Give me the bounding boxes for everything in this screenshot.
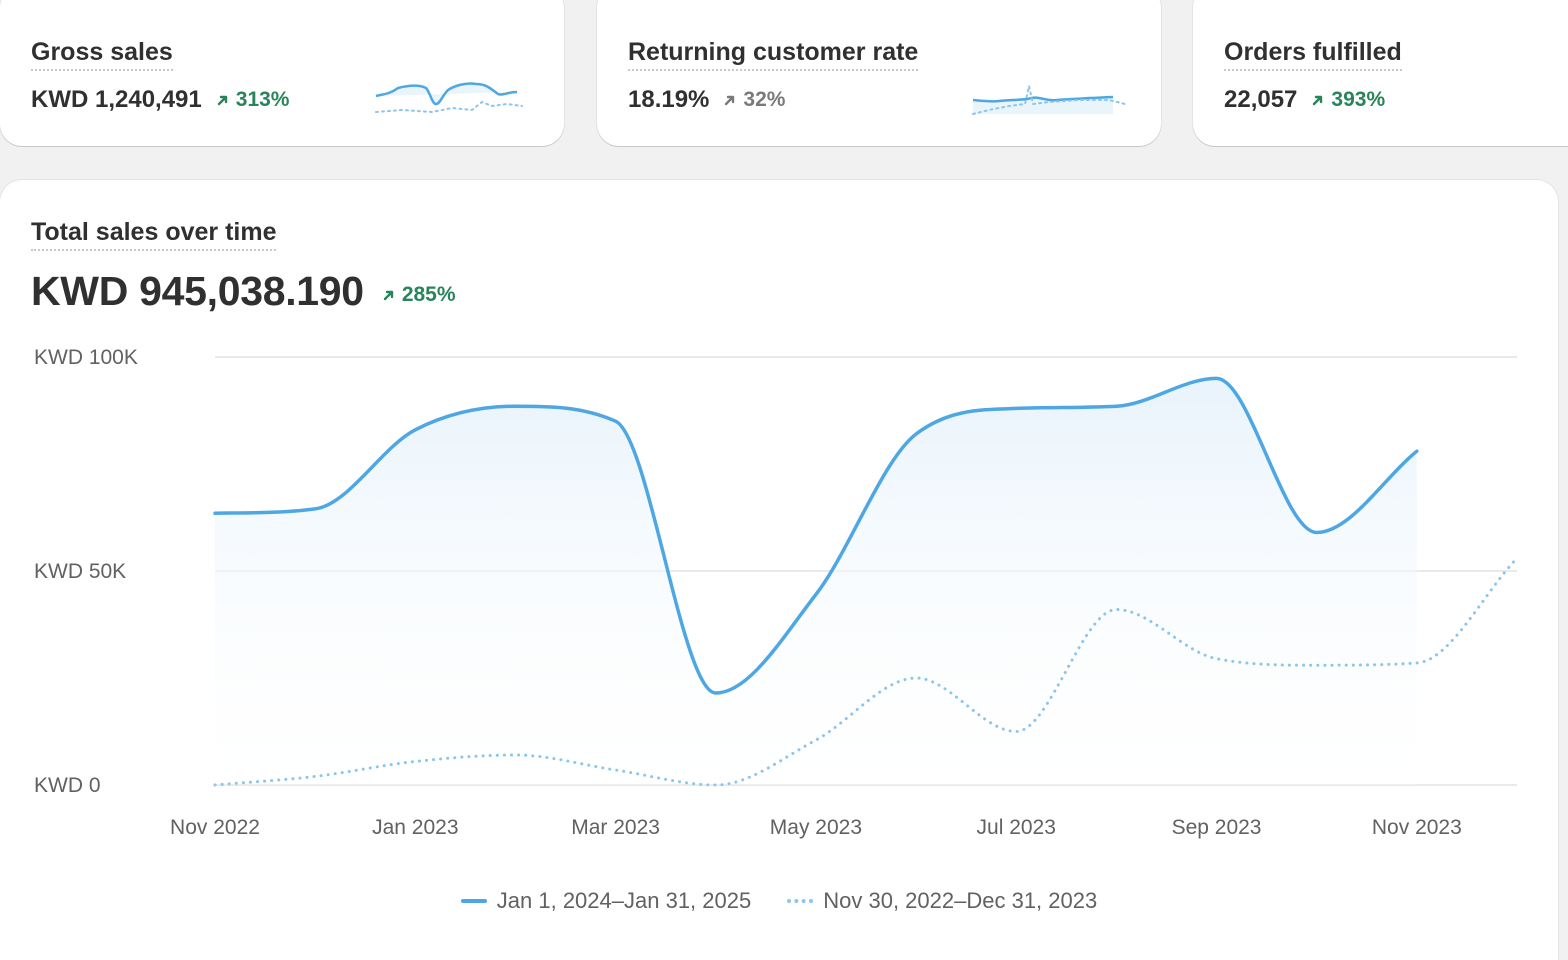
main-value-row: KWD 945,038.190 285% (31, 268, 456, 315)
chart-title[interactable]: Total sales over time (31, 218, 277, 251)
kpi-sparkline (375, 82, 523, 114)
y-axis: KWD 0 KWD 50K KWD 100K (34, 346, 138, 797)
x-tick-label: May 2023 (770, 816, 862, 839)
chart-legend: Jan 1, 2024–Jan 31, 2025 Nov 30, 2022–De… (0, 888, 1558, 914)
kpi-delta-value: 313% (235, 88, 290, 111)
series-area-current (215, 378, 1417, 785)
arrow-up-right-icon (217, 95, 227, 106)
kpi-delta-value: 393% (1331, 88, 1386, 111)
series-line-current (213, 376, 1419, 695)
kpi-card-returning-customer-rate[interactable]: Returning customer rate 18.19% 32% (597, 0, 1161, 146)
x-tick-label: Jan 2023 (372, 816, 458, 839)
legend-swatch-solid (460, 899, 487, 903)
x-axis: Nov 2022 Jan 2023 Mar 2023 May 2023 Jul 2023… (170, 816, 1462, 839)
y-tick-label: KWD 50K (34, 560, 126, 583)
legend-label: Nov 30, 2022–Dec 31, 2023 (823, 888, 1098, 913)
x-tick-label: Mar 2023 (571, 816, 660, 839)
y-tick-label: KWD 0 (34, 774, 101, 797)
kpi-delta: 393% (1311, 88, 1385, 112)
kpi-sparkline (972, 85, 1126, 115)
kpi-title[interactable]: Returning customer rate (628, 38, 919, 71)
arrow-up-right-icon (1313, 95, 1323, 106)
arrow-up-right-icon (383, 290, 394, 300)
kpi-card-gross-sales[interactable]: Gross sales KWD 1,240,491 313% (0, 0, 564, 146)
kpi-value: 22,057 (1224, 86, 1298, 113)
legend-label: Jan 1, 2024–Jan 31, 2025 (496, 888, 752, 913)
kpi-delta: 313% (216, 88, 290, 112)
kpi-delta: 32% (723, 88, 785, 112)
total-sales-card: Total sales over time KWD 945,038.190 28… (0, 180, 1558, 960)
kpi-value: KWD 1,240,491 (31, 86, 202, 113)
total-sales-value: KWD 945,038.190 (31, 268, 364, 314)
kpi-value-row: 18.19% 32% (628, 86, 785, 114)
kpi-value: 18.19% (628, 86, 710, 113)
kpi-value-row: KWD 1,240,491 313% (31, 86, 289, 114)
chart-series (213, 376, 1519, 787)
legend-swatch-dotted (787, 899, 814, 903)
kpi-title[interactable]: Orders fulfilled (1224, 38, 1402, 71)
series-line-previous (213, 556, 1519, 787)
total-sales-delta-value: 285% (401, 282, 456, 306)
x-tick-label: Nov 2023 (1372, 816, 1462, 839)
x-tick-label: Jul 2023 (977, 816, 1056, 839)
legend-item-current[interactable]: Jan 1, 2024–Jan 31, 2025 (460, 888, 752, 914)
kpi-value-row: 22,057 393% (1224, 86, 1385, 114)
sales-line-chart[interactable]: KWD 0 KWD 50K KWD 100K Nov 2022 Jan 2023 Mar… (0, 180, 1558, 880)
kpi-delta-value: 32% (743, 88, 786, 111)
legend-item-previous[interactable]: Nov 30, 2022–Dec 31, 2023 (787, 888, 1097, 914)
arrow-up-right-icon (725, 95, 735, 106)
x-tick-label: Nov 2022 (170, 816, 260, 839)
x-tick-label: Sep 2023 (1172, 816, 1262, 839)
kpi-title[interactable]: Gross sales (31, 38, 173, 71)
y-tick-label: KWD 100K (34, 346, 138, 369)
total-sales-delta: 285% (382, 283, 456, 307)
kpi-card-orders-fulfilled[interactable]: Orders fulfilled 22,057 393% (1193, 0, 1568, 146)
